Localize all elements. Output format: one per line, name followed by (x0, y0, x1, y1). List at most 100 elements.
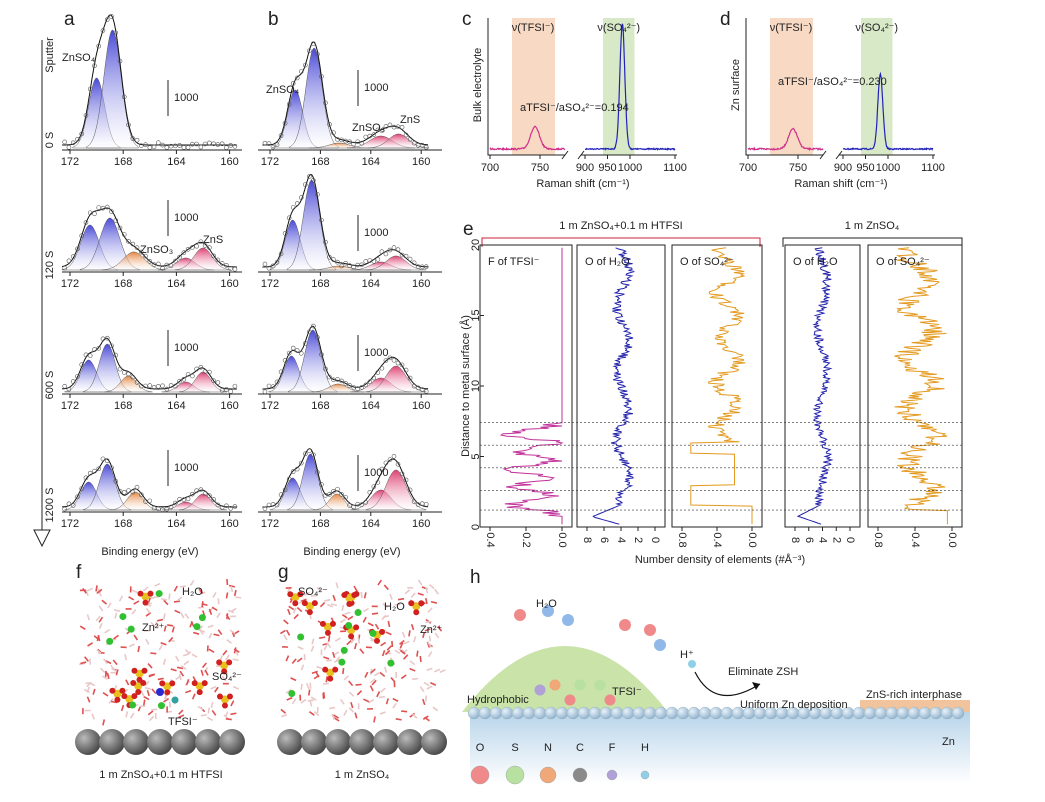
xps-point (266, 265, 272, 271)
water (404, 589, 411, 595)
xps-point (96, 43, 102, 49)
zn-surface-atom (676, 706, 690, 720)
y-tick-label: 20 (470, 239, 482, 251)
water (185, 679, 190, 686)
water (95, 585, 98, 592)
xps-point (181, 497, 187, 502)
water (118, 595, 124, 602)
xps-point (419, 387, 425, 392)
water (409, 660, 416, 666)
condition-label: 1200 S (44, 488, 56, 523)
annotation: Eliminate ZSH (728, 666, 798, 678)
sulfate-o (341, 592, 348, 599)
xps-point (266, 141, 272, 147)
x-tick-label: 160 (220, 278, 238, 290)
species-label: Zn²⁺ (420, 624, 443, 636)
xps-point (379, 466, 385, 472)
xps-point (383, 460, 389, 466)
water (353, 585, 358, 592)
x-tick-label: 4 (817, 537, 829, 543)
legend-label: S (511, 742, 518, 754)
x-tick-label: 160 (220, 400, 238, 412)
zinc-ion (193, 623, 201, 631)
water (376, 691, 381, 698)
xps-point (391, 245, 397, 250)
water (142, 699, 146, 706)
sulfate-o (306, 609, 313, 616)
panel-letter: a (64, 9, 75, 30)
xps-point (138, 143, 144, 148)
sulfate-s (220, 661, 229, 670)
xps-point (211, 141, 216, 147)
xps-point (262, 506, 268, 511)
water (327, 635, 331, 642)
y-axis-label: Zn surface (730, 59, 742, 111)
water (156, 618, 164, 622)
x-tick-label: 160 (412, 518, 430, 530)
water (403, 640, 410, 645)
sulfate-s (291, 593, 300, 602)
xps-point (423, 145, 429, 150)
water (417, 579, 423, 586)
xps-component (288, 329, 338, 393)
xps-point (399, 252, 405, 258)
water (96, 588, 103, 594)
xps-point (355, 262, 360, 268)
species-label: ZnSO₄ (62, 52, 96, 64)
zn-atom (195, 729, 221, 755)
xps-point (387, 247, 393, 253)
xps-point (327, 122, 332, 127)
sulfate-o (374, 637, 381, 644)
xps-point (278, 369, 284, 375)
water (394, 603, 401, 606)
sulfate-o (348, 633, 355, 640)
sulfate-o (109, 687, 116, 694)
xps-point (211, 253, 216, 259)
raman-so4 (585, 23, 676, 151)
xps-point (415, 385, 421, 391)
water (439, 669, 446, 673)
xps-point (113, 218, 119, 223)
xps-point (315, 469, 320, 475)
legend-label: C (576, 742, 584, 754)
water (201, 662, 207, 669)
water (419, 686, 425, 693)
zn-surface-atom (698, 706, 712, 720)
xps-point (62, 384, 67, 389)
x-tick-label: 164 (167, 156, 185, 168)
xps-point (262, 389, 268, 395)
water (339, 618, 346, 624)
xps-point (375, 370, 381, 375)
xps-point (294, 348, 300, 353)
water (128, 643, 135, 648)
xps-point (185, 145, 191, 150)
water (113, 609, 121, 613)
water (307, 699, 314, 702)
zinc-ion (119, 613, 127, 621)
xps-point (419, 501, 425, 506)
xps-point (282, 358, 288, 363)
water (170, 668, 177, 672)
water (430, 600, 438, 604)
water (363, 592, 367, 599)
water (367, 622, 374, 627)
water (98, 616, 104, 623)
xps-component (289, 47, 340, 149)
water (131, 608, 137, 615)
water (225, 718, 232, 721)
water (379, 711, 386, 715)
xps-point (194, 141, 199, 147)
xps-point (164, 145, 170, 150)
xps-point (130, 136, 136, 141)
water (230, 585, 234, 593)
x-tick-label: 168 (311, 518, 329, 530)
water (96, 648, 102, 655)
water (386, 645, 392, 651)
x-tick-label: 164 (362, 278, 380, 290)
xps-point (190, 141, 195, 147)
xps-envelope (62, 14, 237, 146)
x-axis-label: Number density of elements (#Å⁻³) (635, 553, 805, 566)
xps-point (302, 341, 308, 346)
x-tick-label: 0.4 (909, 532, 921, 547)
zn-surface-atom (918, 706, 932, 720)
